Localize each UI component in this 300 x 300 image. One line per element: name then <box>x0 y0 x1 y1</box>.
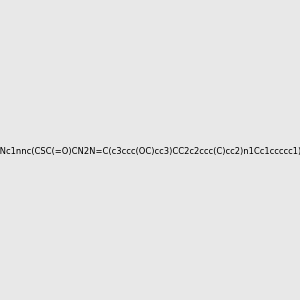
Text: O=C(CNc1nnc(CSC(=O)CN2N=C(c3ccc(OC)cc3)CC2c2ccc(C)cc2)n1Cc1ccccc1)c1ccco1: O=C(CNc1nnc(CSC(=O)CN2N=C(c3ccc(OC)cc3)C… <box>0 147 300 156</box>
